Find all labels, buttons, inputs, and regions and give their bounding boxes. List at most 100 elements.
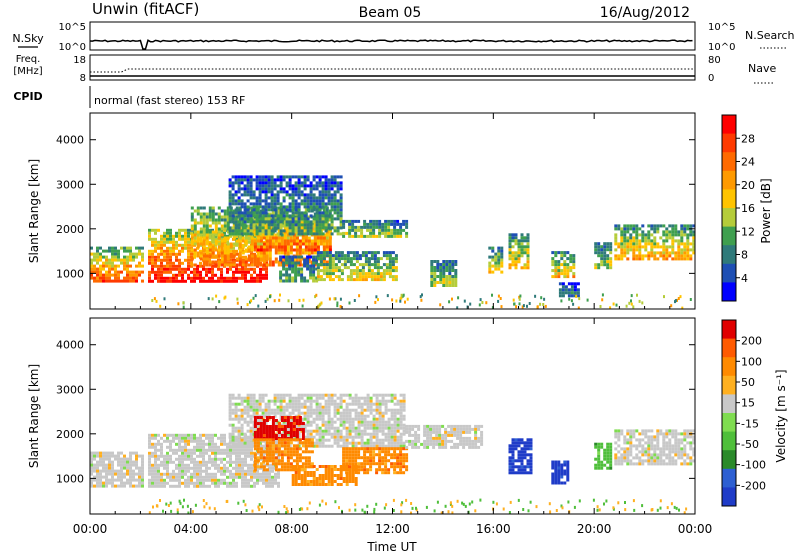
heatmap-cell: [190, 248, 194, 252]
heatmap-cell: [603, 260, 607, 264]
cpid-value: normal (fast stereo) 153 RF: [94, 94, 245, 107]
heatmap-cell: [268, 466, 271, 470]
heatmap-cell: [273, 199, 277, 203]
heatmap-cell: [390, 423, 394, 427]
heatmap-cell: [111, 460, 114, 464]
heatmap-cell: [223, 469, 226, 473]
heatmap-cell: [442, 263, 446, 266]
heatmap-cell: [324, 196, 328, 200]
heatmap-cell: [300, 273, 304, 277]
heatmap-cell: [297, 214, 301, 218]
heatmap-cell: [686, 236, 690, 240]
heatmap-cell: [448, 284, 452, 287]
heatmap-cell: [543, 297, 546, 301]
heatmap-cell: [247, 270, 250, 274]
heatmap-cell: [321, 226, 325, 230]
heatmap-cell: [393, 444, 397, 448]
heatmap-cell: [217, 251, 221, 255]
heatmap-cell: [671, 245, 675, 249]
heatmap-cell: [249, 214, 253, 218]
heatmap-cell: [632, 236, 636, 240]
heatmap-cell: [597, 245, 601, 249]
heatmap-cell: [114, 252, 117, 256]
heatmap-cell: [647, 251, 651, 255]
heatmap-cell: [594, 251, 598, 255]
power-heatmap: [90, 175, 696, 310]
heatmap-cell: [291, 205, 295, 209]
heatmap-cell: [520, 266, 524, 270]
heatmap-cell: [280, 242, 284, 246]
heatmap-cell: [262, 263, 266, 267]
heatmap-cell: [228, 414, 232, 418]
heatmap-cell: [361, 251, 365, 255]
heatmap-cell: [169, 279, 172, 283]
heatmap-cell: [244, 270, 247, 274]
heatmap-cell: [178, 448, 181, 452]
heatmap-cell: [439, 266, 443, 269]
heatmap-cell: [178, 279, 181, 283]
heatmap-cell: [396, 435, 400, 439]
heatmap-cell: [138, 478, 141, 482]
heatmap-cell: [319, 260, 323, 264]
heatmap-cell: [178, 433, 181, 437]
heatmap-cell: [600, 263, 604, 267]
heatmap-cell: [234, 429, 238, 433]
heatmap-cell: [300, 211, 304, 215]
heatmap-cell: [373, 272, 377, 276]
heatmap-cell: [244, 481, 247, 485]
heatmap-cell: [291, 217, 295, 221]
heatmap-cell: [211, 451, 214, 455]
heatmap-cell: [256, 251, 260, 255]
heatmap-cell: [175, 442, 178, 446]
heatmap-cell: [306, 411, 310, 415]
heatmap-cell: [650, 239, 654, 243]
heatmap-cell: [267, 202, 271, 206]
heatmap-cell: [172, 469, 175, 473]
heatmap-cell: [298, 257, 302, 261]
heatmap-cell: [665, 239, 669, 243]
heatmap-cell: [316, 251, 320, 255]
heatmap-cell: [342, 423, 346, 427]
heatmap-cell: [514, 233, 518, 237]
heatmap-cell: [309, 193, 313, 197]
heatmap-cell: [231, 408, 235, 412]
heatmap-cell: [354, 399, 358, 403]
heatmap-cell: [226, 227, 230, 231]
heatmap-cell: [351, 438, 355, 442]
heatmap-cell: [237, 178, 241, 182]
heatmap-cell: [264, 208, 268, 212]
heatmap-cell: [175, 267, 178, 271]
heatmap-cell: [223, 227, 227, 231]
heatmap-cell: [346, 275, 350, 279]
heatmap-cell: [346, 266, 350, 270]
heatmap-cell: [226, 267, 229, 271]
heatmap-cell: [327, 438, 331, 442]
heatmap-cell: [381, 402, 385, 406]
heatmap-cell: [261, 229, 265, 233]
heatmap-cell: [364, 251, 368, 255]
heatmap-cell: [151, 255, 154, 259]
heatmap-cell: [231, 396, 235, 400]
heatmap-cell: [614, 257, 618, 261]
heatmap-cell: [157, 258, 160, 262]
heatmap-cell: [310, 209, 314, 213]
heatmap-cell: [336, 190, 340, 194]
heatmap-cell: [339, 181, 343, 185]
heatmap-cell: [448, 266, 452, 269]
heatmap-cell: [241, 260, 245, 264]
heatmap-cell: [563, 251, 567, 255]
heatmap-cell: [249, 300, 251, 304]
heatmap-cell: [151, 240, 154, 244]
heatmap-cell: [294, 226, 298, 230]
heatmap-cell: [375, 234, 379, 238]
heatmap-cell: [442, 260, 446, 263]
colorbar-segment: [722, 115, 736, 135]
heatmap-cell: [318, 232, 322, 236]
heatmap-cell: [521, 305, 524, 309]
heatmap-cell: [352, 272, 356, 276]
heatmap-cell: [372, 426, 376, 430]
heatmap-cell: [169, 261, 172, 265]
heatmap-cell: [141, 484, 144, 488]
heatmap-cell: [396, 219, 400, 223]
heatmap-cell: [620, 242, 624, 246]
